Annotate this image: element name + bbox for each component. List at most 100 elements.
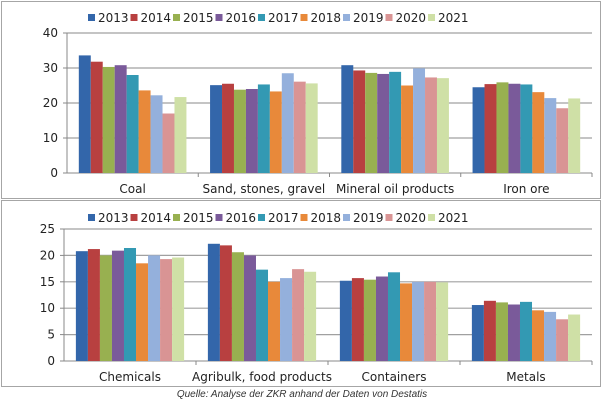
legend-label: 2018 <box>311 211 342 225</box>
bar-2013-1 <box>78 55 91 173</box>
legend-swatch-2017 <box>258 214 265 221</box>
category-label: Iron ore <box>503 182 549 196</box>
legend-label: 2015 <box>183 11 214 25</box>
bar-2021-4 <box>568 314 581 361</box>
bar-2015-3 <box>365 72 378 173</box>
legend-label: 2017 <box>268 211 299 225</box>
bar-2014-3 <box>351 278 364 361</box>
bar-2017-3 <box>389 71 402 173</box>
y-tick-label: 20 <box>43 96 58 110</box>
y-tick-label: 25 <box>40 222 55 236</box>
y-tick-label: 5 <box>47 328 55 342</box>
bar-2016-3 <box>377 73 390 173</box>
bar-2013-2 <box>207 243 220 361</box>
legend-label: 2019 <box>353 211 384 225</box>
bar-2019-1 <box>148 255 161 361</box>
legend-swatch-2021 <box>428 214 435 221</box>
bar-2017-1 <box>126 75 139 173</box>
bar-2017-1 <box>123 248 137 361</box>
category-label: Chemicals <box>99 370 161 384</box>
legend-swatch-2014 <box>130 14 138 21</box>
legend-swatch-2013 <box>88 214 95 221</box>
bar-2017-2 <box>255 269 269 361</box>
bar-2016-4 <box>507 304 520 361</box>
bar-2015-4 <box>496 82 509 173</box>
chart-panel-top: 0 10 20 30 40 Coal Sand, stones, gravel Mineral… <box>1 1 601 199</box>
bar-2013-3 <box>339 280 352 361</box>
bar-2020-1 <box>160 259 173 361</box>
bar-2013-3 <box>341 65 354 173</box>
y-tick-label: 10 <box>40 301 55 315</box>
bar-2019-2 <box>280 278 293 361</box>
bar-2018-1 <box>138 90 151 173</box>
legend-label: 2016 <box>226 11 257 25</box>
legend-label: 2019 <box>353 11 384 25</box>
bar-2018-4 <box>532 92 545 173</box>
legend-swatch-2015 <box>173 214 180 221</box>
bar-2016-3 <box>375 276 388 361</box>
bar-2017-4 <box>519 301 533 361</box>
bar-2020-1 <box>162 113 175 173</box>
legend-label: 2015 <box>183 211 214 225</box>
bar-2020-3 <box>425 77 437 173</box>
bar-2018-1 <box>136 263 149 361</box>
bar-2018-3 <box>400 283 413 361</box>
legend-label: 2021 <box>438 11 469 25</box>
bar-2013-1 <box>75 251 88 361</box>
chart-panel-bottom: 0 5 10 15 20 25 Chemicals Agribulk, food produc… <box>1 200 601 387</box>
bar-2014-4 <box>483 300 496 361</box>
bar-2020-4 <box>556 108 569 173</box>
legend-label: 2020 <box>396 11 427 25</box>
category-label: Coal <box>119 182 145 196</box>
y-tick-label: 30 <box>43 61 58 75</box>
legend-label: 2020 <box>396 211 427 225</box>
bar-2013-4 <box>471 305 484 361</box>
bar-2015-1 <box>99 255 112 361</box>
bar-2019-4 <box>544 98 557 173</box>
bar-2019-1 <box>150 95 163 173</box>
y-tick-label: 0 <box>47 354 55 368</box>
legend-swatch-2018 <box>300 214 308 221</box>
bar-2015-2 <box>231 252 244 361</box>
bar-2020-2 <box>292 269 305 361</box>
source-caption: Quelle: Analyse der ZKR anhand der Daten… <box>176 389 428 400</box>
bar-2018-4 <box>532 310 545 361</box>
y-tick-label: 15 <box>40 275 55 289</box>
legend-swatch-2019 <box>343 214 350 221</box>
bar-2015-4 <box>495 302 508 361</box>
legend-swatch-2020 <box>385 14 393 21</box>
bar-2019-4 <box>544 311 557 361</box>
bar-2019-2 <box>281 73 294 173</box>
bar-2017-3 <box>387 272 401 361</box>
bar-2016-1 <box>111 250 124 361</box>
bar-2014-1 <box>87 249 100 361</box>
bar-2016-2 <box>245 89 258 173</box>
bar-2021-2 <box>305 83 318 173</box>
legend-swatch-2014 <box>130 214 138 221</box>
bar-2014-3 <box>353 70 366 173</box>
bar-2020-4 <box>556 319 569 361</box>
bar-2013-2 <box>210 85 223 173</box>
legend-swatch-2018 <box>300 14 308 21</box>
y-tick-label: 20 <box>40 248 55 262</box>
legend-label: 2013 <box>98 211 129 225</box>
bar-2018-2 <box>268 281 281 361</box>
bar-2013-4 <box>472 87 485 173</box>
y-tick-label: 0 <box>50 166 58 180</box>
legend-swatch-2016 <box>215 214 223 221</box>
bar-2014-2 <box>222 83 234 173</box>
chart-bottom: 0 5 10 15 20 25 Chemicals Agribulk, food produc… <box>40 211 593 384</box>
bar-2014-2 <box>219 245 232 361</box>
bar-2018-2 <box>269 91 282 173</box>
category-label: Agribulk, food products <box>192 370 332 384</box>
y-tick-label: 40 <box>43 26 58 40</box>
bar-2015-1 <box>102 66 115 173</box>
bar-2016-1 <box>114 65 127 173</box>
category-label: Containers <box>362 370 427 384</box>
bar-2014-1 <box>90 61 103 174</box>
legend-swatch-2016 <box>215 14 223 21</box>
bar-2021-2 <box>304 271 317 361</box>
bar-2021-4 <box>568 98 581 173</box>
legend-label: 2018 <box>311 11 342 25</box>
bar-2021-1 <box>174 97 187 173</box>
